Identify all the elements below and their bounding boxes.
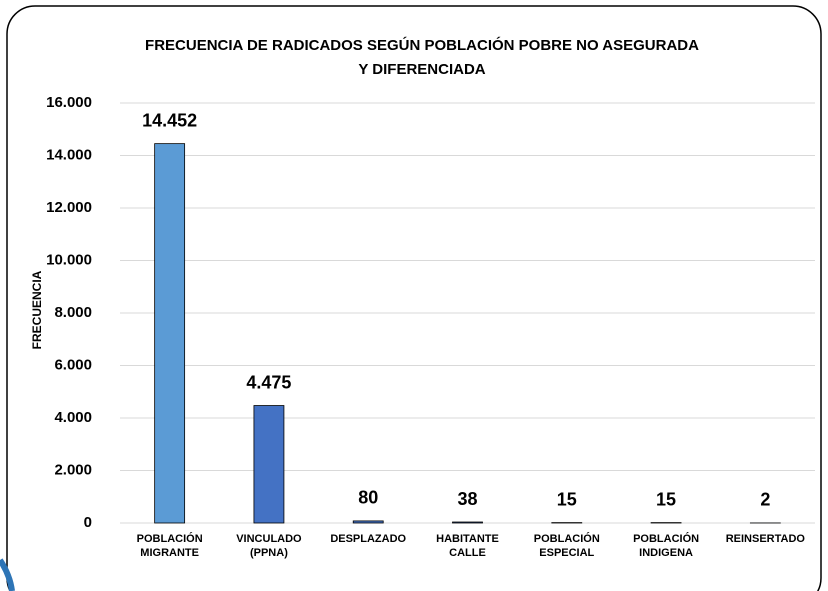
- y-tick-label: 2.000: [54, 461, 92, 478]
- bar: [253, 405, 285, 524]
- x-tick-label: POBLACIÓN: [137, 532, 203, 545]
- bar: [452, 521, 483, 524]
- y-tick-label: 0: [84, 514, 92, 531]
- x-tick-label: POBLACIÓN: [534, 532, 600, 545]
- chart-title: Y DIFERENCIADA: [358, 61, 485, 78]
- chart-title: FRECUENCIA DE RADICADOS SEGÚN POBLACIÓN …: [145, 36, 699, 54]
- y-tick-label: 14.000: [46, 146, 92, 163]
- x-tick-label: INDIGENA: [639, 547, 693, 559]
- x-tick-label: MIGRANTE: [140, 547, 199, 559]
- x-tick-label: ESPECIAL: [539, 547, 594, 559]
- y-tick-label: 10.000: [46, 251, 92, 268]
- y-tick-label: 4.000: [54, 409, 92, 426]
- y-axis-label: FRECUENCIA: [30, 270, 44, 349]
- y-tick-label: 16.000: [46, 94, 92, 111]
- x-tick-label: DESPLAZADO: [330, 533, 406, 545]
- bar: [154, 143, 186, 524]
- value-label: 14.452: [142, 110, 197, 130]
- x-tick-label: POBLACIÓN: [633, 532, 699, 545]
- value-label: 80: [358, 488, 378, 508]
- x-tick-label: (PPNA): [250, 547, 288, 559]
- x-tick-label: CALLE: [449, 547, 486, 559]
- x-tick-label: HABITANTE: [436, 533, 499, 545]
- value-label: 15: [656, 489, 676, 509]
- x-tick-label: VINCULADO: [236, 533, 302, 545]
- value-label: 2: [760, 490, 770, 510]
- y-tick-label: 6.000: [54, 356, 92, 373]
- value-label: 4.475: [246, 372, 291, 392]
- value-label: 38: [457, 489, 477, 509]
- x-tick-label: REINSERTADO: [726, 533, 806, 545]
- y-tick-label: 8.000: [54, 304, 92, 321]
- frame: [6, 5, 822, 591]
- value-label: 15: [557, 489, 577, 509]
- y-tick-label: 12.000: [46, 199, 92, 216]
- decoration: [0, 558, 15, 591]
- bar: [352, 520, 384, 524]
